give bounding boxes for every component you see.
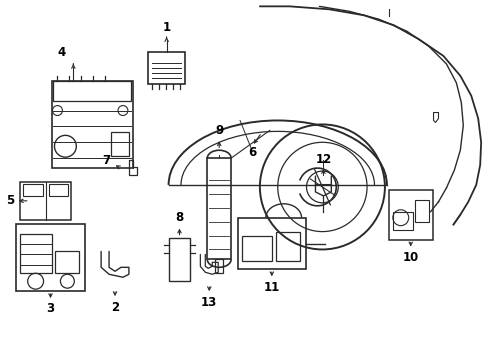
- Text: 7: 7: [102, 154, 110, 167]
- Bar: [169, 238, 191, 281]
- Bar: [242, 235, 272, 261]
- Text: 10: 10: [403, 251, 419, 264]
- Text: 8: 8: [175, 211, 184, 224]
- Bar: [55, 251, 79, 273]
- Bar: [20, 234, 51, 273]
- Bar: [148, 52, 185, 84]
- Bar: [111, 132, 129, 156]
- Bar: [415, 200, 429, 222]
- Bar: [207, 158, 231, 260]
- Text: 1: 1: [163, 21, 171, 34]
- Text: 12: 12: [315, 153, 332, 166]
- Text: 6: 6: [248, 146, 256, 159]
- Text: 5: 5: [6, 194, 14, 207]
- Bar: [276, 231, 299, 261]
- Text: 11: 11: [264, 281, 280, 294]
- Bar: [393, 212, 413, 230]
- Bar: [215, 260, 223, 273]
- Text: 13: 13: [201, 296, 218, 309]
- Text: 2: 2: [111, 301, 119, 314]
- Text: 3: 3: [47, 302, 54, 315]
- Bar: [16, 224, 85, 291]
- Bar: [389, 190, 433, 239]
- Bar: [49, 184, 69, 196]
- Text: 9: 9: [215, 124, 223, 137]
- Text: 4: 4: [57, 46, 66, 59]
- Bar: [23, 184, 43, 196]
- Bar: [53, 81, 131, 100]
- Bar: [20, 182, 72, 220]
- Bar: [51, 81, 133, 168]
- Bar: [238, 218, 306, 269]
